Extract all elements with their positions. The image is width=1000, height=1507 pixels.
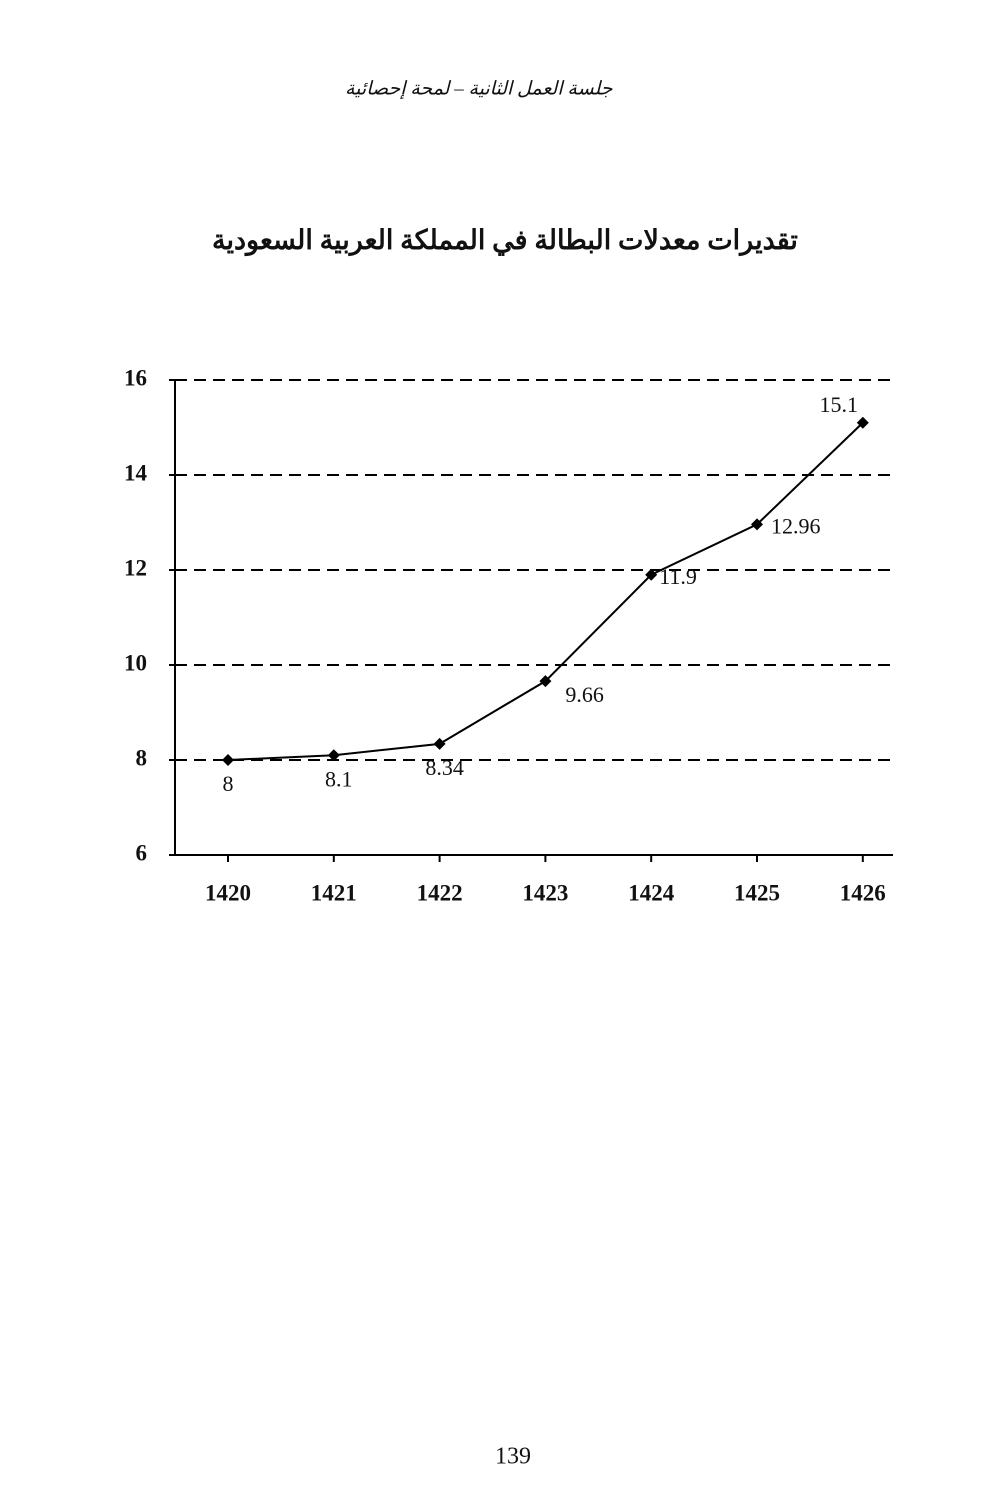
data-point [539,675,552,688]
data-line [227,422,864,761]
x-tick-label: 1425 [734,880,780,905]
data-point [327,749,340,762]
y-tick-label: 8 [136,745,148,770]
x-tick-label: 1424 [628,880,675,905]
data-label: 11.9 [659,564,697,589]
x-tick-label: 1420 [205,880,251,905]
x-tick-label: 1423 [522,880,568,905]
data-point [433,737,446,750]
y-tick-label: 10 [124,650,147,675]
y-tick-label: 12 [124,555,147,580]
page-number: 139 [495,1444,531,1470]
x-tick-label: 1421 [311,880,357,905]
data-label: 15.1 [820,392,859,417]
chart-title: تقديرات معدلات البطالة في المملكة العربي… [212,225,798,257]
data-label: 8 [223,771,234,796]
data-label: 8.34 [425,755,464,780]
data-label: 8.1 [325,766,353,791]
y-tick-label: 6 [136,840,148,865]
data-point [645,568,658,581]
data-label: 9.66 [565,682,604,707]
data-point [856,416,869,429]
data-point [222,754,234,766]
running-header: جلسة العمل الثانية – لمحة إحصائية [345,78,613,99]
data-label: 12.96 [771,513,821,538]
x-tick-label: 1426 [840,880,886,905]
y-tick-label: 16 [124,365,147,390]
y-tick-label: 14 [124,460,148,485]
data-point [751,518,763,531]
x-tick-label: 1422 [417,880,463,905]
